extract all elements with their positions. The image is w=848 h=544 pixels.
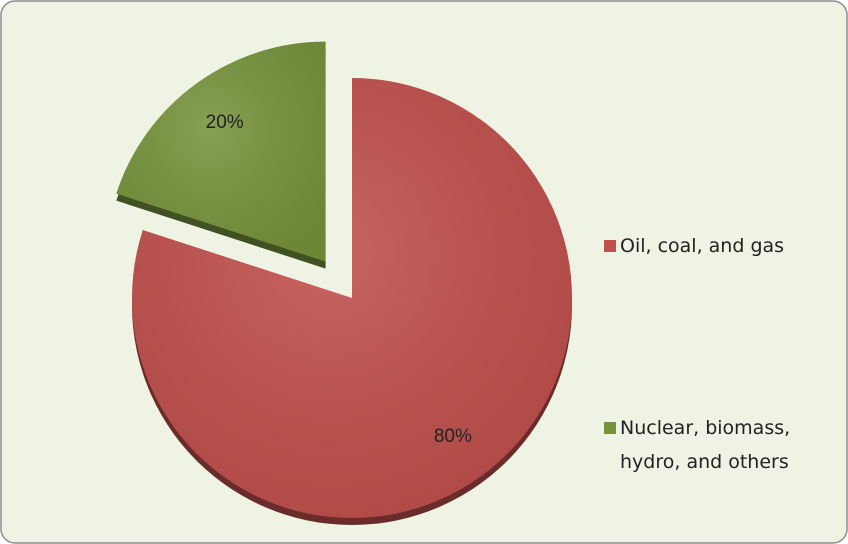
data-label: 80% [434, 426, 472, 447]
legend: Oil, coal, and gas Nuclear, biomass, hydr… [604, 235, 791, 473]
pie: 80% 20% [116, 41, 573, 525]
legend-swatch [604, 422, 616, 434]
slice-shine [116, 41, 326, 262]
legend-label: Nuclear, biomass, hydro, and others [620, 417, 791, 473]
legend-entry: Oil, coal, and gas [620, 235, 785, 257]
slice-shine [131, 78, 572, 519]
legend-entry: Nuclear, biomass, hydro, and others [620, 417, 791, 473]
data-label: 20% [206, 112, 244, 133]
legend-label: Oil, coal, and gas [620, 235, 785, 257]
legend-swatch [604, 240, 616, 252]
